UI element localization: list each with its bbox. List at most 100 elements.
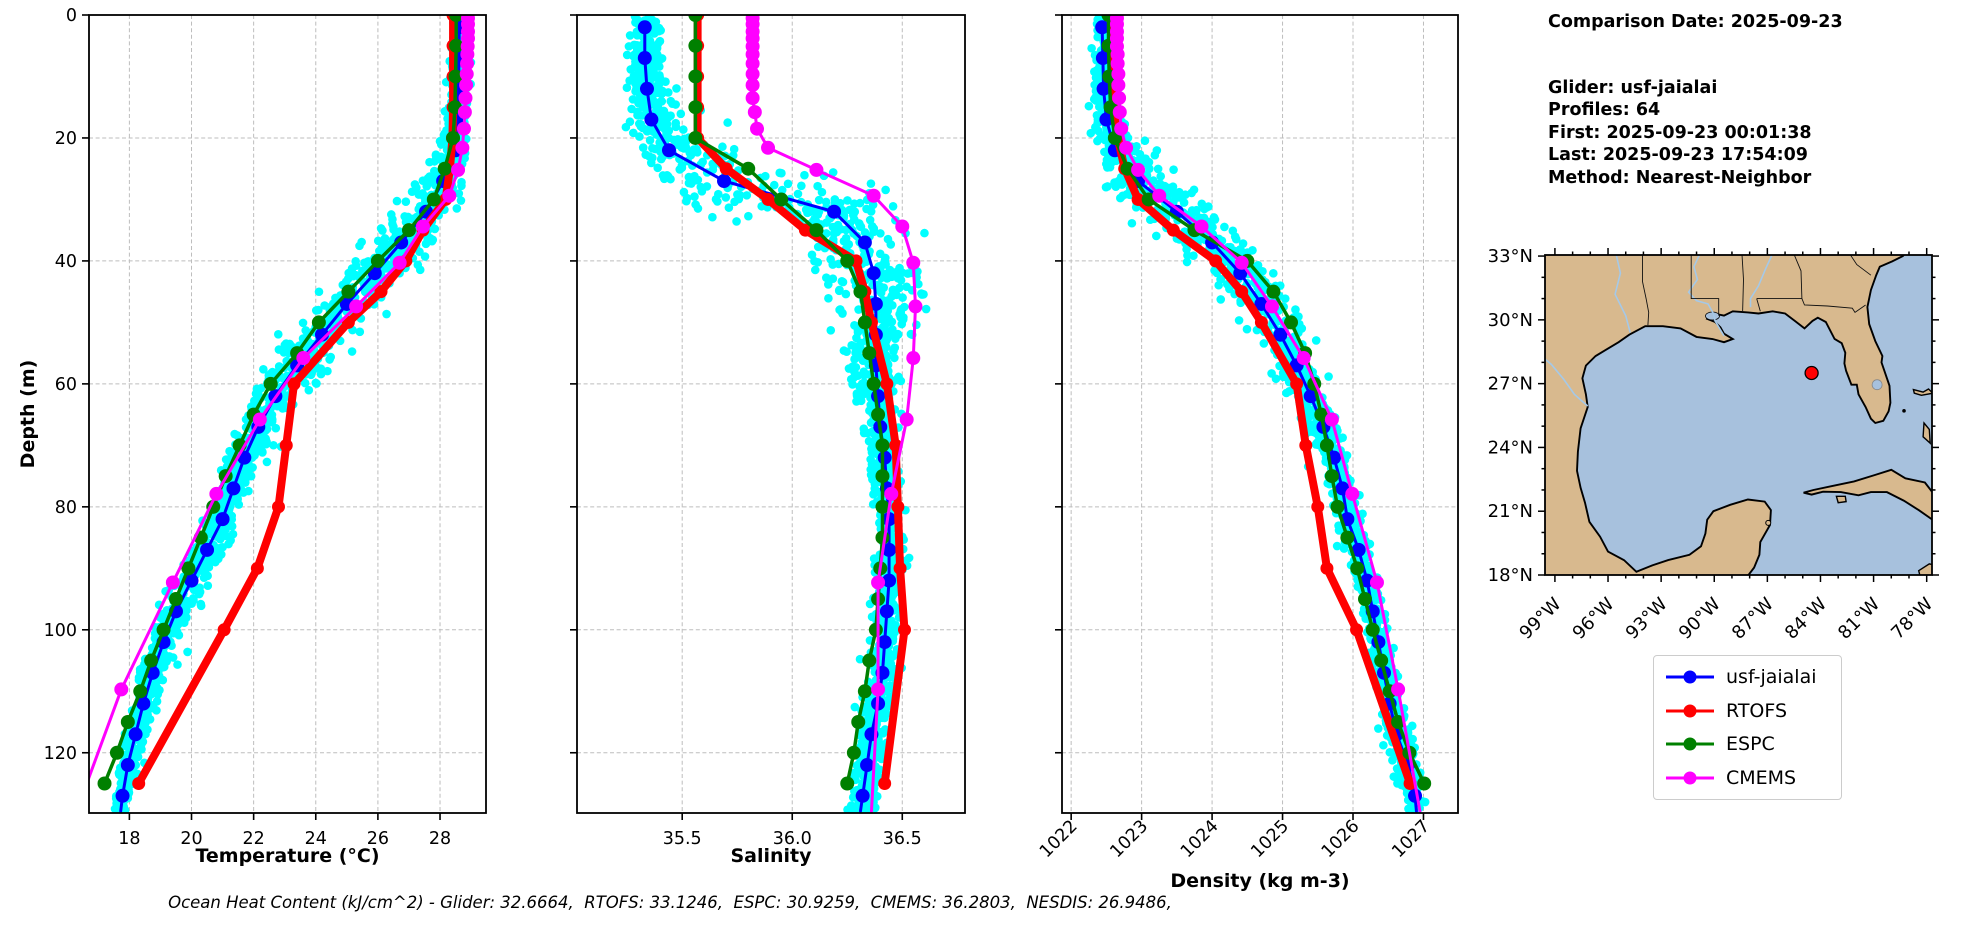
raw-point [641, 150, 651, 159]
raw-point [1204, 202, 1213, 211]
ESPC-marker [853, 284, 868, 299]
raw-point [1220, 222, 1229, 232]
raw-point [824, 294, 833, 303]
raw-point [797, 181, 806, 191]
raw-point [628, 128, 638, 138]
usf-jaialai-marker [868, 296, 883, 311]
CMEMS-marker [459, 78, 474, 93]
ESPC-marker [688, 69, 703, 84]
raw-point [311, 378, 321, 388]
raw-point [729, 144, 739, 154]
raw-point [841, 289, 851, 299]
raw-point [258, 448, 267, 457]
raw-point [761, 171, 770, 181]
raw-point [830, 195, 840, 204]
raw-point [679, 187, 689, 197]
density-grid [1062, 15, 1458, 813]
raw-point [870, 479, 880, 489]
raw-point [422, 182, 432, 191]
raw-point [668, 99, 677, 108]
raw-point [721, 193, 731, 202]
raw-point [1324, 372, 1333, 381]
raw-point [842, 347, 851, 356]
CMEMS-marker [114, 682, 129, 697]
ESPC-marker [181, 561, 196, 576]
raw-point [868, 200, 878, 210]
raw-point [625, 117, 635, 127]
raw-point [671, 118, 681, 128]
ESPC-marker [741, 161, 756, 176]
raw-point [686, 150, 696, 160]
ESPC-marker [133, 684, 148, 699]
RTOFS-marker [374, 285, 388, 299]
raw-point [661, 125, 670, 135]
raw-point [904, 553, 914, 563]
raw-point [866, 400, 875, 410]
temperature-series-RTOFS [132, 15, 460, 790]
raw-point [403, 212, 413, 222]
raw-point [1338, 433, 1347, 442]
raw-point [634, 99, 643, 108]
y-tick-label: 100 [44, 621, 77, 641]
raw-point [1182, 245, 1191, 254]
CMEMS-marker [761, 140, 776, 155]
raw-point [693, 175, 703, 185]
raw-point [859, 428, 869, 438]
y-tick-label: 0 [66, 6, 77, 26]
raw-point [152, 697, 162, 706]
raw-point [1210, 266, 1219, 275]
usf-jaialai-marker [226, 481, 241, 496]
CMEMS-marker [451, 162, 466, 177]
raw-point [813, 242, 823, 252]
raw-point [821, 273, 831, 283]
ESPC-marker [437, 161, 452, 176]
CMEMS-marker [442, 188, 457, 203]
raw-point [654, 88, 664, 98]
usf-jaialai-marker [644, 112, 659, 127]
raw-point [1339, 544, 1349, 553]
ESPC-marker [688, 38, 703, 53]
ESPC-marker [857, 315, 872, 330]
ESPC-marker [144, 653, 159, 668]
raw-point [813, 258, 823, 267]
raw-point [1087, 43, 1096, 53]
raw-point [300, 378, 310, 388]
raw-point [638, 143, 648, 152]
raw-point [868, 443, 878, 452]
CMEMS-marker [349, 299, 364, 314]
RTOFS-marker [761, 192, 775, 206]
raw-point [800, 170, 809, 180]
raw-point [843, 241, 852, 250]
raw-point [415, 247, 424, 257]
raw-point [626, 65, 636, 74]
raw-point [388, 219, 397, 229]
usf-jaialai-marker [639, 81, 654, 96]
raw-point [116, 772, 126, 781]
raw-point [1182, 257, 1192, 267]
raw-point [649, 71, 658, 80]
raw-point [889, 346, 898, 356]
ESPC-marker [774, 192, 789, 207]
raw-point [892, 267, 902, 277]
raw-point [876, 229, 885, 238]
raw-point [1234, 316, 1244, 325]
ESPC-marker [263, 376, 278, 391]
x-tick-label: 35.5 [663, 829, 702, 849]
raw-point [203, 581, 213, 590]
raw-point [855, 654, 865, 664]
raw-point [676, 109, 686, 119]
raw-point [1140, 136, 1150, 146]
raw-point [1374, 724, 1383, 733]
ESPC-marker [851, 715, 866, 730]
ESPC-marker [875, 499, 890, 514]
raw-point [1209, 213, 1219, 222]
raw-point [885, 623, 895, 632]
raw-point [920, 228, 929, 238]
RTOFS-marker [271, 500, 285, 514]
raw-point [279, 348, 289, 357]
raw-point [323, 366, 332, 376]
raw-point [155, 685, 164, 695]
y-tick-label: 120 [44, 744, 77, 764]
raw-point [855, 221, 865, 230]
